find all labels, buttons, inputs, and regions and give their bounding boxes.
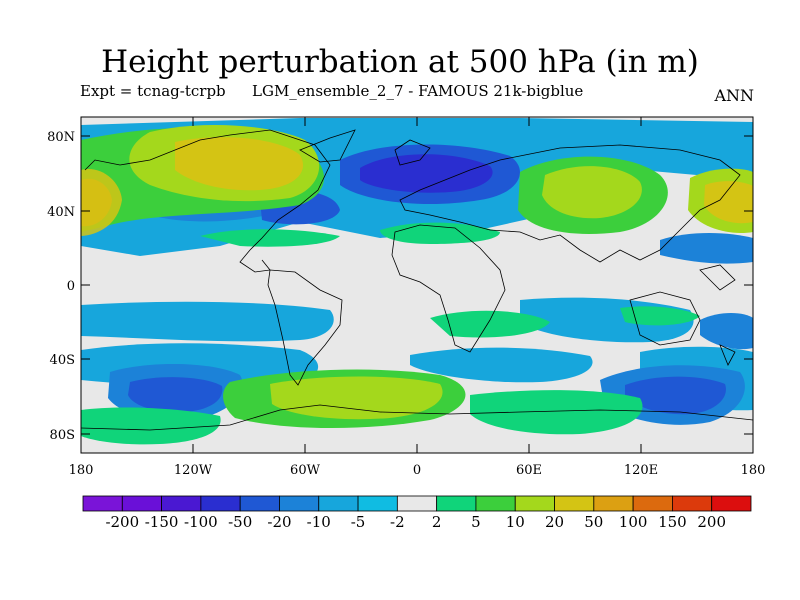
colorbar-swatch: [82, 495, 123, 512]
colorbar-swatch: [554, 495, 595, 512]
coastlines: [81, 129, 753, 431]
sh-mid-blue-east: [700, 313, 753, 350]
colorbar-label: -10: [307, 513, 331, 531]
eurasia-coast: [399, 144, 741, 263]
asia-yellow-green-region: [542, 166, 642, 219]
lat-label-80n: 80N: [47, 130, 75, 145]
africa-coast: [391, 224, 506, 353]
colorbar-swatch: [514, 495, 555, 512]
lon-label-0: 0: [413, 463, 421, 478]
colorbar-swatch: [593, 495, 634, 512]
atlantic-teal-band: [200, 229, 340, 247]
experiment-label: Expt = tcnag-tcrpb: [80, 82, 226, 100]
lon-label-60e: 60E: [516, 463, 542, 478]
west-edge-yellow: [81, 169, 122, 236]
antarctic-yellow-green-region: [270, 376, 443, 420]
scandinavia-coast: [394, 139, 431, 166]
greenland-coast: [299, 129, 356, 163]
colorbar-label: -5: [351, 513, 366, 531]
lon-label-60w: 60W: [290, 463, 321, 478]
colorbar-label: 150: [658, 513, 687, 531]
east-edge-yellow: [704, 181, 753, 224]
colorbar-swatch: [475, 495, 516, 512]
colorbar-swatch: [200, 495, 241, 512]
colorbar-label: 10: [506, 513, 525, 531]
colorbar-label: 200: [697, 513, 726, 531]
lat-label-40n: 40N: [47, 205, 75, 220]
lon-label-120w: 120W: [174, 463, 213, 478]
colorbar-swatch: [161, 495, 202, 512]
colorbar: -200 -150 -100 -50 -20 -10 -5 -2 2 5 10 20 50 100 150 2…: [82, 495, 752, 531]
colorbar-label: 100: [619, 513, 648, 531]
south-pacific-blue: [128, 377, 223, 413]
colorbar-label: -150: [145, 513, 179, 531]
colorbar-label: -200: [105, 513, 139, 531]
lon-label-180-west: 180: [69, 463, 94, 478]
colorbar-swatch: [121, 495, 162, 512]
australia-coast: [629, 291, 701, 346]
map-title: Height perturbation at 500 hPa (in m): [101, 44, 699, 80]
lat-tick-marks: [81, 135, 753, 435]
colorbar-swatch: [279, 495, 320, 512]
pacific-low-blue: [660, 233, 753, 264]
antarctica-coast: [81, 404, 753, 431]
colorbar-label: -20: [267, 513, 291, 531]
south-america-coast: [267, 269, 343, 386]
colorbar-swatch: [711, 495, 752, 512]
colorbar-swatch: [436, 495, 477, 512]
ensemble-label: LGM_ensemble_2_7 - FAMOUS 21k-bigblue: [252, 82, 584, 100]
antarctic-teal-region: [470, 390, 643, 435]
colorbar-swatch: [632, 495, 673, 512]
colorbar-swatch: [357, 495, 398, 512]
atlantic-low-dark-blue: [360, 154, 493, 193]
lat-label-80s: 80S: [50, 428, 75, 443]
southern-ocean-blue: [625, 376, 726, 415]
colorbar-swatch: [318, 495, 359, 512]
lon-label-180-east: 180: [741, 463, 766, 478]
south-atlantic-teal: [430, 310, 550, 338]
new-zealand-coast: [719, 344, 736, 366]
colorbar-swatch: [672, 495, 713, 512]
alaska-coast: [84, 134, 231, 171]
colorbar-swatch: [239, 495, 280, 512]
lat-label-40s: 40S: [50, 353, 75, 368]
sh-light-blue-band-4: [410, 347, 593, 383]
lon-label-120e: 120E: [624, 463, 658, 478]
map-panel: [81, 117, 753, 453]
lon-tick-marks: [192, 117, 642, 453]
sh-light-blue-band-1: [81, 301, 334, 342]
colorbar-label: -100: [184, 513, 218, 531]
southwest-teal-region: [81, 407, 221, 445]
colorbar-swatch: [396, 495, 438, 512]
colorbar-label: 5: [471, 513, 481, 531]
indian-ocean-teal: [620, 306, 700, 326]
colorbar-label: -2: [390, 513, 405, 531]
colorbar-label: 50: [584, 513, 603, 531]
season-label: ANN: [714, 86, 754, 105]
north-america-coast: [229, 129, 331, 273]
lat-label-0: 0: [67, 279, 75, 294]
colorbar-label: 2: [432, 513, 442, 531]
maritime-continent-coast: [699, 264, 736, 291]
colorbar-label: 20: [545, 513, 564, 531]
colorbar-label: -50: [228, 513, 252, 531]
nh-yellow-region: [175, 137, 304, 191]
